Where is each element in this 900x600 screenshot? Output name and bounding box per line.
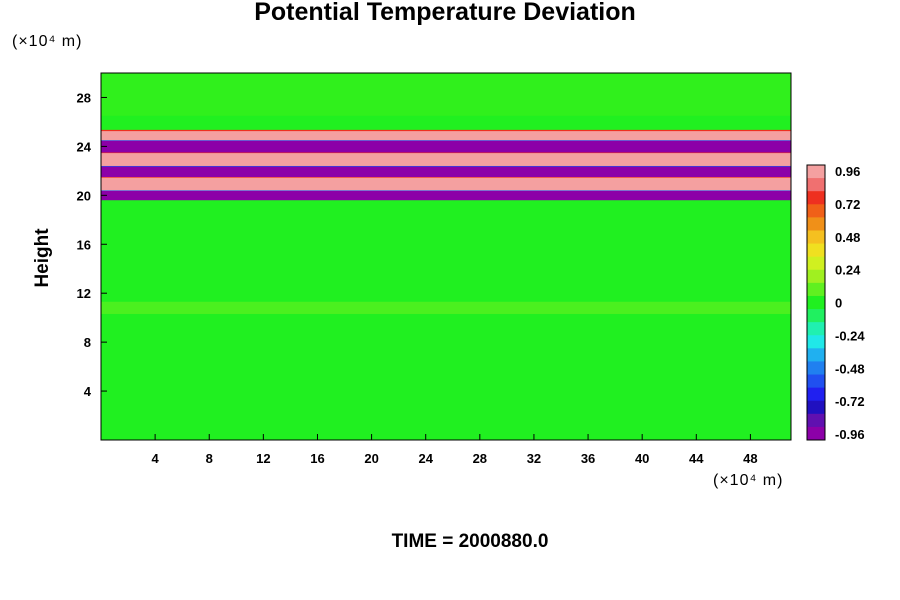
colorbar-swatch: [807, 269, 825, 284]
colorbar-swatch: [807, 230, 825, 245]
field-background: [101, 73, 791, 440]
band-4: [101, 140, 791, 153]
x-tick-label: 40: [635, 451, 649, 466]
heatmap-plot-area: [101, 73, 791, 440]
colorbar-swatch: [807, 413, 825, 428]
upper-layer-shade: [101, 73, 791, 116]
colorbar-swatch: [807, 295, 825, 310]
x-tick-label: 12: [256, 451, 270, 466]
x-tick-label: 16: [310, 451, 324, 466]
y-tick-label: 20: [77, 188, 91, 203]
colorbar-frame: [806, 164, 826, 441]
y-axis-unit: (×10⁴ m): [12, 33, 83, 50]
y-tick-label: 12: [77, 286, 91, 301]
x-tick-label: 4: [152, 451, 160, 466]
x-tick-label: 24: [418, 451, 433, 466]
y-tick-label: 4: [84, 384, 92, 399]
colorbar-swatch: [807, 282, 825, 297]
colorbar-swatch: [807, 348, 825, 362]
colorbar-swatch: [807, 217, 825, 231]
chart-title: Potential Temperature Deviation: [254, 0, 636, 26]
colorbar-swatch: [807, 309, 825, 323]
colorbar-tick-label: 0.96: [835, 164, 860, 179]
colorbar-swatch: [807, 191, 825, 205]
colorbar-swatch: [807, 426, 825, 441]
colorbar-swatch: [807, 256, 825, 271]
tropopause-layer-shade: [101, 301, 791, 314]
band-2: [101, 165, 791, 177]
colorbar-swatch: [807, 335, 825, 349]
band-1: [101, 176, 791, 191]
band-3: [101, 152, 791, 166]
x-tick-label: 36: [581, 451, 595, 466]
x-tick-label: 28: [473, 451, 487, 466]
x-tick-label: 32: [527, 451, 541, 466]
x-axis-unit: (×10⁴ m): [713, 472, 784, 489]
y-tick-label: 16: [77, 237, 91, 252]
colorbar-swatch: [807, 387, 825, 402]
time-label: TIME = 2000880.0: [391, 531, 549, 552]
y-axis: 4 8 12 16 20 24 28: [77, 90, 107, 399]
colorbar-tick-label: -0.72: [835, 394, 865, 409]
x-tick-label: 8: [206, 451, 213, 466]
band-5: [101, 130, 791, 141]
colorbar: 0.96 0.72 0.48 0.24 0 -0.24 -0.48 -0.72 -0.96: [806, 164, 865, 442]
plot-frame: [100, 72, 792, 441]
y-tick-label: 8: [84, 335, 91, 350]
colorbar-swatch: [807, 374, 825, 389]
y-tick-label: 24: [77, 139, 92, 154]
colorbar-tick-label: -0.48: [835, 361, 865, 376]
colorbar-swatch: [807, 400, 825, 415]
band-0: [101, 190, 791, 201]
colorbar-tick-label: -0.96: [835, 427, 865, 442]
x-axis: 4 8 12 16 20 24 28 32 36 40 44 48: [152, 434, 758, 466]
colorbar-tick-label: -0.24: [835, 328, 865, 343]
y-tick-label: 28: [77, 90, 91, 105]
colorbar-swatch: [807, 178, 825, 192]
colorbar-tick-label: 0.24: [835, 263, 861, 278]
colorbar-swatch: [807, 243, 825, 258]
colorbar-tick-label: 0.48: [835, 230, 860, 245]
x-tick-label: 44: [689, 451, 704, 466]
colorbar-tick-label: 0: [835, 296, 842, 311]
x-tick-label: 20: [364, 451, 378, 466]
colorbar-swatch: [807, 165, 825, 179]
x-tick-label: 48: [743, 451, 757, 466]
colorbar-swatch: [807, 322, 825, 336]
colorbar-tick-label: 0.72: [835, 197, 860, 212]
colorbar-swatch: [807, 361, 825, 376]
colorbar-swatch: [807, 204, 825, 218]
